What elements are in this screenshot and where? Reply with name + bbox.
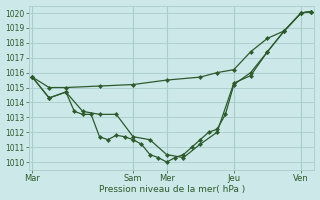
X-axis label: Pression niveau de la mer( hPa ): Pression niveau de la mer( hPa )	[99, 185, 245, 194]
